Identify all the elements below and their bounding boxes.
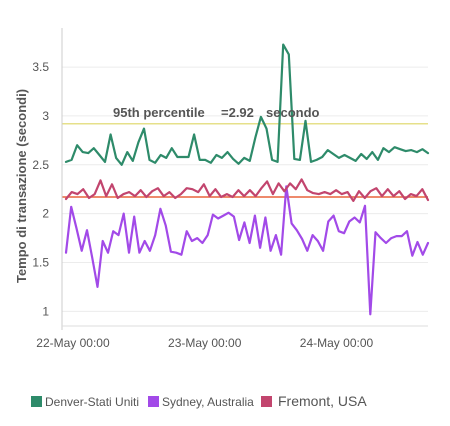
- y-tick-label: 3.5: [32, 60, 49, 74]
- legend-item-denver[interactable]: Denver-Stati Uniti: [31, 395, 139, 409]
- series-line-2: [64, 178, 430, 202]
- x-tick-label: 22-May 00:00: [36, 336, 110, 350]
- legend-item-sydney[interactable]: Sydney, Australia: [148, 395, 254, 409]
- axes: 1 1.5 2 2.5 3 3.5 22-May 00:00 23-May 00:00 24-M…: [32, 28, 428, 350]
- series-lines: [64, 43, 430, 316]
- y-axis-label: Tempo di transazione (secondi): [14, 89, 29, 283]
- legend: Denver-Stati Uniti Sydney, Australia Fre…: [31, 393, 367, 409]
- percentile-value: =2.92: [221, 105, 254, 120]
- legend-swatch-denver: [31, 396, 42, 407]
- series-line-0: [64, 43, 430, 166]
- legend-label-denver: Denver-Stati Uniti: [45, 395, 139, 409]
- legend-label-sydney: Sydney, Australia: [162, 395, 254, 409]
- x-tick-label: 24-May 00:00: [300, 336, 374, 350]
- y-tick-label: 3: [42, 109, 49, 123]
- y-tick-label: 1.5: [32, 255, 49, 269]
- legend-item-fremont[interactable]: Fremont, USA: [261, 393, 367, 409]
- percentile-label: 95th percentile: [113, 105, 205, 120]
- legend-swatch-fremont: [261, 396, 272, 407]
- legend-label-fremont: Fremont, USA: [278, 393, 367, 409]
- x-tick-label: 23-May 00:00: [168, 336, 242, 350]
- y-tick-label: 2: [42, 207, 49, 221]
- y-tick-label: 1: [42, 304, 49, 318]
- legend-swatch-sydney: [148, 396, 159, 407]
- percentile-unit: secondo: [266, 105, 320, 120]
- y-tick-label: 2.5: [32, 158, 49, 172]
- series-line-1: [64, 185, 430, 316]
